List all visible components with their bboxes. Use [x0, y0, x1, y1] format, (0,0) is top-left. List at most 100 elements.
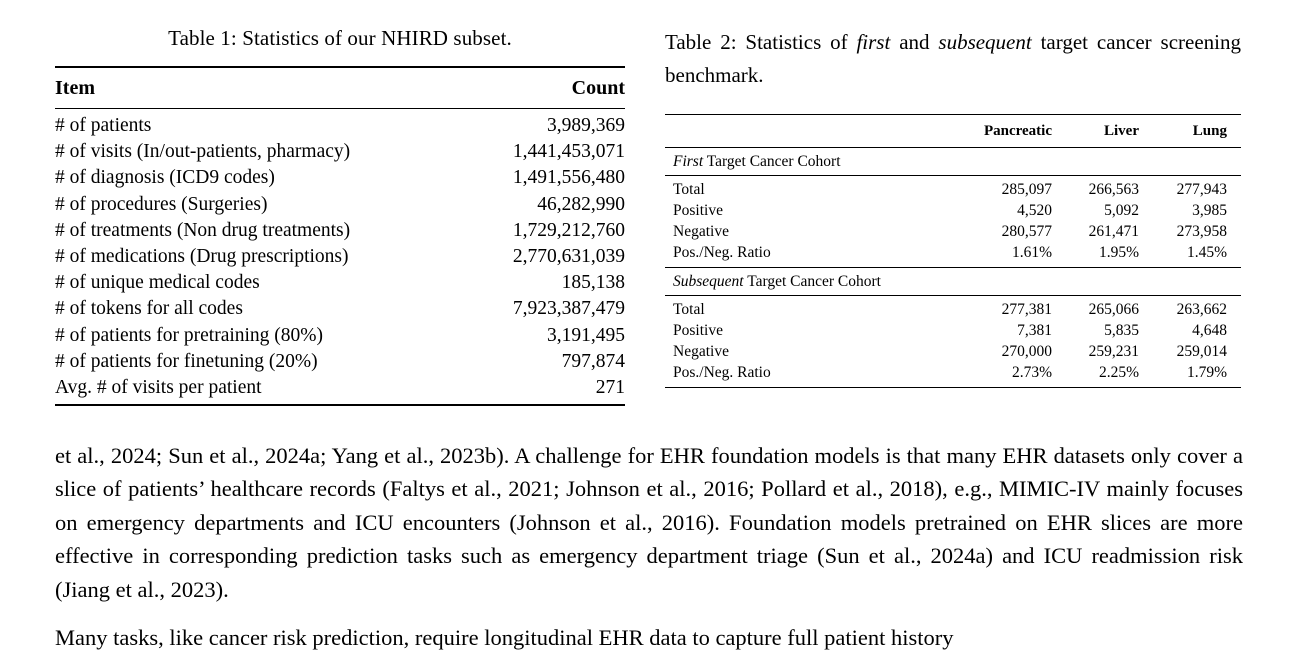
table-1-caption: Table 1: Statistics of our NHIRD subset. [168, 26, 512, 50]
body-paragraph: et al., 2024; Sun et al., 2024a; Yang et… [55, 442, 1243, 602]
row-label-cell: Pos./Neg. Ratio [673, 364, 771, 381]
table-2-header-row: Pancreatic Liver Lung [665, 115, 1241, 148]
caption-italic-first: first [856, 30, 891, 54]
section-title-italic: Subsequent [673, 273, 744, 290]
count-cell: 271 [595, 376, 625, 398]
item-cell: # of procedures (Surgeries) [55, 193, 268, 215]
value-cell: 2.25% [1098, 364, 1139, 381]
value-cell: 266,563 [1088, 181, 1139, 198]
table-row: # of diagnosis (ICD9 codes) 1,491,556,480 [55, 165, 625, 191]
body-paragraph-partial: Many tasks, like cancer risk prediction,… [55, 625, 954, 651]
table-row: Negative 280,577 261,471 273,958 [665, 221, 1241, 242]
value-cell: 263,662 [1176, 301, 1227, 318]
value-cell: 1.61% [1011, 244, 1052, 261]
section-header-subsequent-cohort: Subsequent Target Cancer Cohort [665, 267, 1241, 296]
section-header-first-cohort: First Target Cancer Cohort [665, 147, 1241, 176]
value-cell: 1.79% [1186, 364, 1227, 381]
count-cell: 797,874 [561, 350, 625, 372]
row-label-cell: Positive [673, 322, 723, 339]
caption-text: and [890, 30, 939, 54]
table-1-header-row: Item Count [55, 67, 625, 109]
col-header-pancreatic: Pancreatic [983, 123, 1052, 139]
table-row: # of patients for pretraining (80%) 3,191… [55, 322, 625, 348]
count-cell: 2,770,631,039 [512, 245, 625, 267]
value-cell: 285,097 [1001, 181, 1052, 198]
count-cell: 1,491,556,480 [512, 167, 625, 189]
value-cell: 259,014 [1176, 343, 1227, 360]
table-1: Item Count # of patients 3,989,369 # of v… [55, 66, 625, 406]
value-cell: 261,471 [1088, 223, 1139, 240]
item-cell: # of diagnosis (ICD9 codes) [55, 167, 275, 189]
col-header-count: Count [571, 77, 625, 99]
item-cell: Avg. # of visits per patient [55, 376, 262, 398]
count-cell: 185,138 [561, 272, 625, 294]
value-cell: 265,066 [1088, 301, 1139, 318]
item-cell: # of unique medical codes [55, 272, 260, 294]
value-cell: 280,577 [1001, 223, 1052, 240]
table-row: Positive 7,381 5,835 4,648 [665, 320, 1241, 341]
row-label-cell: Pos./Neg. Ratio [673, 244, 771, 261]
value-cell: 1.95% [1098, 244, 1139, 261]
section-title-cell: First Target Cancer Cohort [665, 148, 1241, 176]
count-cell: 46,282,990 [537, 193, 625, 215]
table-row: # of unique medical codes 185,138 [55, 270, 625, 296]
col-header-item: Item [55, 77, 95, 99]
col-header-liver: Liver [1104, 123, 1139, 139]
table-2-caption: Table 2: Statistics of first and subsequ… [665, 26, 1241, 92]
value-cell: 270,000 [1001, 343, 1052, 360]
section-title-italic: First [673, 153, 704, 170]
row-label-cell: Negative [673, 343, 729, 360]
item-cell: # of visits (In/out-patients, pharmacy) [55, 141, 351, 163]
row-label-cell: Negative [673, 223, 729, 240]
value-cell: 277,943 [1176, 181, 1227, 198]
value-cell: 4,520 [1017, 202, 1052, 219]
count-cell: 1,729,212,760 [512, 219, 625, 241]
item-cell: # of patients [55, 115, 152, 136]
item-cell: # of patients for finetuning (20%) [55, 350, 318, 372]
row-label-cell: Positive [673, 202, 723, 219]
table-row: Total 277,381 265,066 263,662 [665, 296, 1241, 321]
value-cell: 5,092 [1104, 202, 1139, 219]
caption-text: Table 2: Statistics of [665, 30, 857, 54]
table-row: Pos./Neg. Ratio 2.73% 2.25% 1.79% [665, 362, 1241, 388]
table-row: # of patients 3,989,369 [55, 109, 625, 139]
row-label-cell: Total [673, 301, 705, 318]
tables-row: Table 1: Statistics of our NHIRD subset.… [55, 26, 1241, 406]
count-cell: 1,441,453,071 [512, 141, 625, 163]
table-row: Negative 270,000 259,231 259,014 [665, 341, 1241, 362]
section-title-rest: Target Cancer Cohort [703, 153, 841, 170]
item-cell: # of patients for pretraining (80%) [55, 324, 324, 346]
item-cell: # of medications (Drug prescriptions) [55, 245, 349, 267]
row-label-cell: Total [673, 181, 705, 198]
value-cell: 5,835 [1104, 322, 1139, 339]
col-header-lung: Lung [1192, 123, 1227, 139]
table-row: # of patients for finetuning (20%) 797,87… [55, 348, 625, 374]
count-cell: 7,923,387,479 [512, 298, 625, 320]
table-row: # of tokens for all codes 7,923,387,479 [55, 296, 625, 322]
count-cell: 3,191,495 [547, 324, 625, 346]
value-cell: 2.73% [1011, 364, 1052, 381]
table-row: Avg. # of visits per patient 271 [55, 374, 625, 405]
count-cell: 3,989,369 [547, 115, 625, 136]
value-cell: 7,381 [1017, 322, 1052, 339]
table-row: Pos./Neg. Ratio 1.61% 1.95% 1.45% [665, 242, 1241, 268]
table-row: Total 285,097 266,563 277,943 [665, 176, 1241, 201]
item-cell: # of tokens for all codes [55, 298, 243, 320]
value-cell: 273,958 [1176, 223, 1227, 240]
caption-italic-subsequent: subsequent [938, 30, 1032, 54]
value-cell: 3,985 [1192, 202, 1227, 219]
value-cell: 1.45% [1186, 244, 1227, 261]
value-cell: 277,381 [1001, 301, 1052, 318]
table-row: # of visits (In/out-patients, pharmacy) 1… [55, 139, 625, 165]
caption-text: target cancer screening benchmark. [665, 30, 1241, 87]
table-1-figure: Table 1: Statistics of our NHIRD subset.… [55, 26, 625, 406]
value-cell: 259,231 [1088, 343, 1139, 360]
table-2: Pancreatic Liver Lung First Target Cance… [665, 114, 1241, 388]
table-row: # of treatments (Non drug treatments) 1,7… [55, 217, 625, 243]
table-2-figure: Table 2: Statistics of first and subsequ… [665, 26, 1241, 388]
table-row: Positive 4,520 5,092 3,985 [665, 200, 1241, 221]
table-row: # of procedures (Surgeries) 46,282,990 [55, 191, 625, 217]
section-title-rest: Target Cancer Cohort [743, 273, 881, 290]
table-row: # of medications (Drug prescriptions) 2,7… [55, 243, 625, 269]
